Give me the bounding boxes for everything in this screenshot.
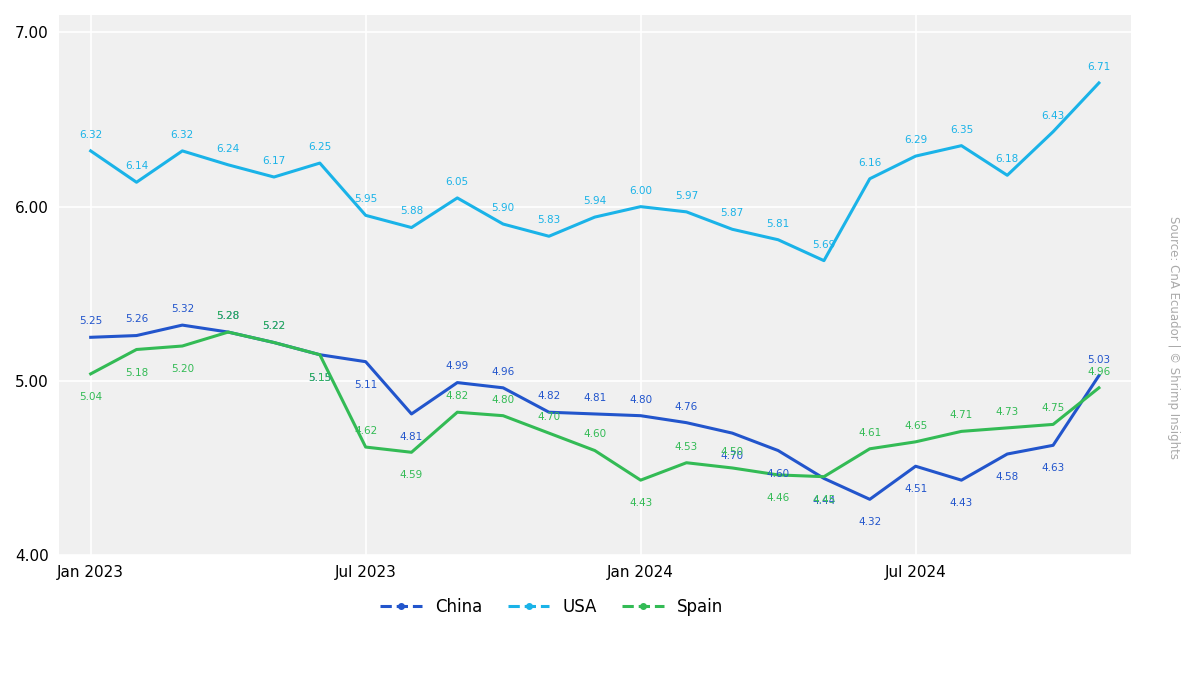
Text: 4.71: 4.71 <box>950 410 973 421</box>
Text: 4.81: 4.81 <box>400 432 424 442</box>
Text: 4.73: 4.73 <box>996 407 1019 416</box>
Text: 4.51: 4.51 <box>904 484 928 494</box>
Text: 5.81: 5.81 <box>767 219 790 229</box>
Text: 4.99: 4.99 <box>445 362 469 371</box>
Text: 6.24: 6.24 <box>216 144 240 154</box>
Text: 5.87: 5.87 <box>721 208 744 218</box>
Text: 4.96: 4.96 <box>1087 367 1110 377</box>
Text: 5.18: 5.18 <box>125 368 148 377</box>
Text: 6.43: 6.43 <box>1042 111 1064 121</box>
Text: 6.17: 6.17 <box>263 156 286 166</box>
Text: 4.70: 4.70 <box>538 412 560 422</box>
Text: 6.25: 6.25 <box>308 142 331 152</box>
Text: 5.83: 5.83 <box>538 215 560 225</box>
Text: 4.60: 4.60 <box>767 468 790 479</box>
Text: 5.26: 5.26 <box>125 315 148 325</box>
Text: 5.20: 5.20 <box>170 364 194 374</box>
Text: 6.35: 6.35 <box>950 125 973 134</box>
Text: 5.22: 5.22 <box>263 321 286 331</box>
Text: 6.32: 6.32 <box>170 130 194 140</box>
Text: 4.53: 4.53 <box>674 441 698 452</box>
Text: 5.25: 5.25 <box>79 316 102 326</box>
Text: 4.45: 4.45 <box>812 495 835 505</box>
Text: 6.18: 6.18 <box>996 154 1019 164</box>
Text: 4.63: 4.63 <box>1042 463 1064 473</box>
Text: 5.97: 5.97 <box>674 191 698 200</box>
Text: 4.82: 4.82 <box>445 391 469 401</box>
Text: 5.32: 5.32 <box>170 304 194 314</box>
Text: 6.14: 6.14 <box>125 161 148 171</box>
Text: 5.95: 5.95 <box>354 194 377 205</box>
Text: 5.88: 5.88 <box>400 207 424 217</box>
Text: 4.81: 4.81 <box>583 393 606 403</box>
Text: 4.32: 4.32 <box>858 517 881 527</box>
Text: 4.60: 4.60 <box>583 429 606 439</box>
Text: 5.28: 5.28 <box>216 311 240 321</box>
Text: 4.96: 4.96 <box>492 367 515 377</box>
Text: 5.04: 5.04 <box>79 392 102 402</box>
Text: 5.11: 5.11 <box>354 380 377 389</box>
Text: 6.29: 6.29 <box>904 135 928 145</box>
Text: 5.94: 5.94 <box>583 196 606 206</box>
Text: 4.80: 4.80 <box>629 395 652 404</box>
Text: 4.46: 4.46 <box>767 493 790 503</box>
Text: 6.05: 6.05 <box>445 177 469 187</box>
Text: 4.61: 4.61 <box>858 428 881 437</box>
Text: 6.16: 6.16 <box>858 158 881 167</box>
Text: 4.65: 4.65 <box>904 421 928 431</box>
Text: 5.22: 5.22 <box>263 321 286 331</box>
Text: 4.62: 4.62 <box>354 426 377 436</box>
Text: 4.44: 4.44 <box>812 497 835 506</box>
Text: 4.70: 4.70 <box>721 451 744 461</box>
Text: 4.75: 4.75 <box>1042 403 1064 413</box>
Text: 4.76: 4.76 <box>674 402 698 412</box>
Text: 4.58: 4.58 <box>996 472 1019 482</box>
Text: 5.28: 5.28 <box>216 311 240 321</box>
Text: 6.00: 6.00 <box>629 186 652 196</box>
Text: 4.50: 4.50 <box>721 447 744 457</box>
Text: 4.82: 4.82 <box>538 391 560 401</box>
Text: 4.59: 4.59 <box>400 470 424 481</box>
Legend: China, USA, Spain: China, USA, Spain <box>373 591 730 622</box>
Text: 6.71: 6.71 <box>1087 62 1110 72</box>
Text: 6.32: 6.32 <box>79 130 102 140</box>
Text: 4.43: 4.43 <box>629 498 653 508</box>
Text: 5.90: 5.90 <box>492 203 515 213</box>
Text: 4.80: 4.80 <box>492 395 515 404</box>
Text: 4.43: 4.43 <box>950 498 973 508</box>
Text: 5.15: 5.15 <box>308 373 331 383</box>
Text: 5.69: 5.69 <box>812 240 835 250</box>
Text: Source: CnA Ecuador | © Shrimp Insights: Source: CnA Ecuador | © Shrimp Insights <box>1168 216 1180 459</box>
Text: 5.03: 5.03 <box>1087 354 1110 364</box>
Text: 5.15: 5.15 <box>308 373 331 383</box>
